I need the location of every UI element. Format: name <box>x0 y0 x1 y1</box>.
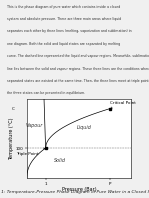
Text: one diagram. Both the solid and liquid states are separated by melting: one diagram. Both the solid and liquid s… <box>7 42 121 46</box>
Text: separated states are existed at the same time. Then, the three lines meet at tri: separated states are existed at the same… <box>7 79 149 83</box>
Text: separates each other by three lines (melting, vaporization and sublimation) in: separates each other by three lines (mel… <box>7 30 132 33</box>
Text: line lies between the solid and vapour regions. These three lines are the condit: line lies between the solid and vapour r… <box>7 67 149 70</box>
Text: the three states can be presented in equilibrium.: the three states can be presented in equ… <box>7 91 86 95</box>
Text: Solid: Solid <box>54 158 66 163</box>
Text: Vapour: Vapour <box>25 123 43 128</box>
Text: Liquid: Liquid <box>77 125 92 130</box>
Text: curve. The dashed line represented the liquid and vapour regions. Meanwhile, sub: curve. The dashed line represented the l… <box>7 54 149 58</box>
Y-axis label: Temperature (°C): Temperature (°C) <box>9 117 14 160</box>
X-axis label: Pressure (Bar): Pressure (Bar) <box>62 187 96 192</box>
Text: Triple Point: Triple Point <box>15 148 45 156</box>
Text: system and absolute pressure. There are three main areas where liquid: system and absolute pressure. There are … <box>7 17 122 21</box>
Text: Figure 1: Temperature-Pressure Phase Diagram of Pure Water in a Closed System: Figure 1: Temperature-Pressure Phase Dia… <box>0 190 149 194</box>
Text: This is the phase diagram of pure water which contains inside a closed: This is the phase diagram of pure water … <box>7 5 121 9</box>
Text: Critical Point: Critical Point <box>110 101 136 108</box>
Text: C: C <box>11 107 14 110</box>
